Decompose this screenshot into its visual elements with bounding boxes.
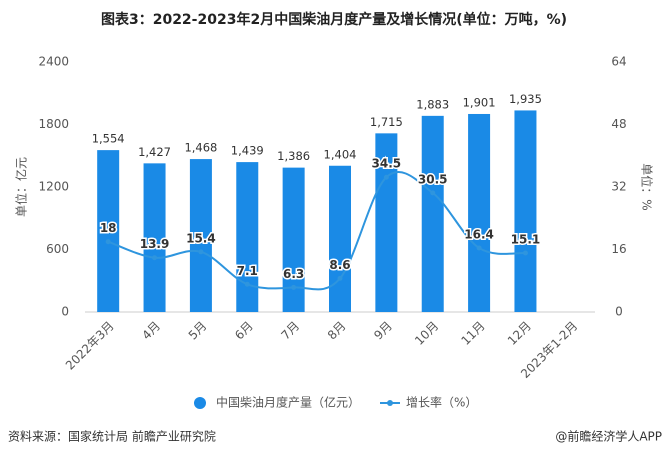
line-value-label: 13.9 [140,237,170,251]
x-tick-label: 9月 [371,319,395,343]
legend-marker [194,397,206,409]
line-point [522,250,528,256]
y2-tick-label: 32 [611,180,626,194]
x-tick-label: 6月 [232,319,256,343]
bar [468,113,491,313]
y2-tick-label: 16 [611,242,626,256]
y-axis-label: 单位：亿元 [14,157,29,217]
line-point [383,174,389,180]
legend-marker [387,400,393,406]
bar-value-label: 1,883 [416,97,449,111]
y2-tick-label: 64 [611,55,626,69]
bar [514,110,537,312]
line-point [430,190,436,196]
x-tick-label: 5月 [186,319,210,343]
bar [375,133,398,312]
line [107,171,526,291]
y-tick-label: 2400 [38,55,69,69]
legend-label: 中国柴油月度产量（亿元） [216,395,360,410]
x-tick-label: 8月 [325,319,349,343]
line-value-label: 18 [100,221,117,235]
bar [282,167,305,312]
line-point [337,275,343,281]
x-tick-label: 2022年3月 [63,319,117,373]
bar-value-label: 1,468 [184,141,217,155]
line-point [198,249,204,255]
bar [97,150,120,312]
y-tick-label: 600 [46,242,69,256]
line-value-label: 15.4 [186,231,216,245]
bar-value-label: 1,439 [231,144,264,158]
x-tick-label: 4月 [139,319,163,343]
bar-value-label: 1,901 [463,95,496,109]
bar-value-label: 1,554 [92,132,125,146]
y-tick-label: 0 [61,305,69,319]
bar [236,162,259,312]
y2-tick-label: 48 [611,117,626,131]
line-value-label: 30.5 [418,172,448,186]
line-point [291,284,297,290]
bar-value-label: 1,386 [277,149,310,163]
line-point [152,255,158,261]
credit: @前瞻经济学人APP [555,429,662,444]
line-value-label: 16.4 [464,227,494,241]
line-point [476,245,482,251]
bar [421,115,444,313]
bar [189,159,212,312]
source-note: 资料来源：国家统计局 前瞻产业研究院 [8,429,216,444]
x-tick-label: 7月 [278,319,302,343]
line-value-label: 15.1 [511,233,541,247]
bar [143,163,166,312]
y2-tick-label: 0 [615,305,623,319]
line-value-label: 34.5 [372,157,402,171]
x-tick-label: 11月 [458,319,487,348]
line-value-label: 7.1 [237,264,258,278]
line-value-label: 8.6 [329,258,350,272]
y-tick-label: 1200 [38,180,69,194]
y2-axis-label: 单位：% [640,163,655,210]
line-value-label: 6.3 [283,267,304,281]
legend-label: 增长率（%） [406,395,477,410]
bar-value-label: 1,715 [370,115,403,129]
bar-value-label: 1,935 [509,92,542,106]
chart-title: 图表3：2022-2023年2月中国柴油月度产量及增长情况(单位：万吨，%) [101,11,567,28]
line-point [105,239,111,245]
line-point [244,281,250,287]
bar-value-label: 1,427 [138,145,171,159]
bar [329,165,351,312]
x-tick-label: 10月 [412,319,441,348]
y-tick-label: 1800 [38,117,69,131]
x-tick-label: 12月 [505,319,534,348]
bar-value-label: 1,404 [324,147,357,161]
